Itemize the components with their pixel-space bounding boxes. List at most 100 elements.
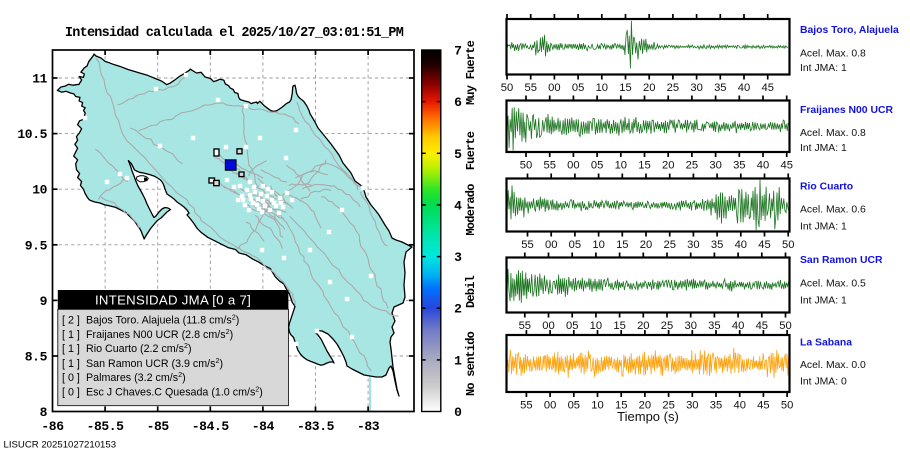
svg-text:[ 2 ]: [ 2 ] <box>62 315 80 327</box>
svg-text:Intensidad calculada el 2025/1: Intensidad calculada el 2025/10/27_03:01… <box>65 26 404 41</box>
svg-text:25: 25 <box>661 320 673 332</box>
svg-text:45: 45 <box>757 400 769 412</box>
svg-text:Debil: Debil <box>464 275 478 308</box>
svg-text:Acel. Max. 0.0: Acel. Max. 0.0 <box>800 360 866 371</box>
svg-text:25: 25 <box>667 82 679 94</box>
svg-text:15: 15 <box>613 320 625 332</box>
svg-text:50: 50 <box>782 239 794 251</box>
svg-text:Palmares (3.2 cm/s2): Palmares (3.2 cm/s2) <box>86 370 186 384</box>
svg-text:25: 25 <box>663 239 675 251</box>
svg-text:30: 30 <box>690 82 702 94</box>
svg-text:9.5: 9.5 <box>25 238 48 253</box>
svg-text:Acel. Max. 0.8: Acel. Max. 0.8 <box>800 49 866 60</box>
svg-text:55: 55 <box>519 320 531 332</box>
svg-text:[ 0 ]: [ 0 ] <box>62 387 80 399</box>
svg-text:10.5: 10.5 <box>17 127 47 142</box>
svg-text:No sentido: No sentido <box>464 331 478 396</box>
svg-text:45: 45 <box>756 320 768 332</box>
svg-text:Int JMA: 1: Int JMA: 1 <box>800 296 847 307</box>
svg-text:-85: -85 <box>147 419 170 434</box>
svg-text:Bajos Toro. Alajuela (11.8 cm/: Bajos Toro. Alajuela (11.8 cm/s2) <box>86 313 239 327</box>
svg-text:00: 00 <box>567 160 579 172</box>
svg-text:05: 05 <box>572 82 584 94</box>
svg-text:Rio Cuarto (2.2 cm/s2): Rio Cuarto (2.2 cm/s2) <box>86 341 192 355</box>
svg-text:6: 6 <box>454 95 462 110</box>
svg-text:8.5: 8.5 <box>25 350 48 365</box>
svg-text:9: 9 <box>40 294 48 309</box>
svg-text:30: 30 <box>687 239 699 251</box>
svg-text:30: 30 <box>684 320 696 332</box>
svg-text:35: 35 <box>710 400 722 412</box>
svg-text:Int JMA: 1: Int JMA: 1 <box>800 143 847 154</box>
svg-text:10: 10 <box>591 400 603 412</box>
svg-text:Muy Fuerte: Muy Fuerte <box>464 40 478 105</box>
svg-text:10: 10 <box>596 82 608 94</box>
svg-text:25: 25 <box>662 400 674 412</box>
svg-text:[ 1 ]: [ 1 ] <box>62 329 80 341</box>
svg-text:San Ramon UCR (3.9 cm/s2): San Ramon UCR (3.9 cm/s2) <box>86 356 223 370</box>
svg-text:Rio Cuarto: Rio Cuarto <box>800 182 853 193</box>
svg-text:LISUCR 20251027210153: LISUCR 20251027210153 <box>4 440 117 451</box>
svg-text:45: 45 <box>758 239 770 251</box>
svg-text:Tiempo (s): Tiempo (s) <box>617 409 679 424</box>
svg-text:2: 2 <box>454 302 462 317</box>
svg-text:35: 35 <box>708 320 720 332</box>
svg-text:10: 10 <box>592 239 604 251</box>
svg-text:40: 40 <box>735 239 747 251</box>
svg-text:La Sabana: La Sabana <box>800 338 852 349</box>
svg-text:[ 0 ]: [ 0 ] <box>62 372 80 384</box>
svg-text:15: 15 <box>615 400 627 412</box>
svg-text:45: 45 <box>780 160 792 172</box>
svg-text:40: 40 <box>733 400 745 412</box>
svg-text:40: 40 <box>732 320 744 332</box>
svg-text:INTENSIDAD JMA [0 a 7]: INTENSIDAD JMA [0 a 7] <box>95 293 251 308</box>
svg-text:20: 20 <box>662 160 674 172</box>
svg-text:15: 15 <box>616 239 628 251</box>
svg-text:50: 50 <box>501 82 513 94</box>
svg-text:50: 50 <box>520 160 532 172</box>
svg-text:11: 11 <box>32 72 47 87</box>
svg-text:05: 05 <box>569 239 581 251</box>
svg-text:Fuerte: Fuerte <box>464 131 478 170</box>
svg-text:20: 20 <box>640 239 652 251</box>
svg-text:Acel. Max. 0.5: Acel. Max. 0.5 <box>800 279 866 290</box>
svg-text:-86: -86 <box>41 419 64 434</box>
svg-text:10: 10 <box>615 160 627 172</box>
svg-text:San Ramon UCR: San Ramon UCR <box>800 255 883 266</box>
svg-text:55: 55 <box>520 400 532 412</box>
svg-text:10: 10 <box>32 183 47 198</box>
svg-text:0: 0 <box>454 405 462 420</box>
svg-text:-83.5: -83.5 <box>297 419 335 434</box>
svg-text:10: 10 <box>590 320 602 332</box>
svg-text:05: 05 <box>591 160 603 172</box>
svg-text:00: 00 <box>544 400 556 412</box>
svg-text:Int JMA: 1: Int JMA: 1 <box>800 63 847 74</box>
svg-text:-85.5: -85.5 <box>87 419 125 434</box>
svg-text:55: 55 <box>543 160 555 172</box>
svg-text:00: 00 <box>548 82 560 94</box>
svg-text:35: 35 <box>711 239 723 251</box>
svg-text:5: 5 <box>454 147 462 162</box>
svg-text:20: 20 <box>639 400 651 412</box>
svg-text:30: 30 <box>686 400 698 412</box>
svg-text:30: 30 <box>709 160 721 172</box>
svg-text:-84: -84 <box>252 419 275 434</box>
svg-text:4: 4 <box>454 198 462 213</box>
svg-text:20: 20 <box>637 320 649 332</box>
svg-text:05: 05 <box>566 320 578 332</box>
svg-text:[ 1 ]: [ 1 ] <box>62 343 80 355</box>
svg-text:00: 00 <box>542 320 554 332</box>
svg-text:55: 55 <box>524 82 536 94</box>
svg-text:25: 25 <box>686 160 698 172</box>
svg-text:50: 50 <box>781 400 793 412</box>
svg-text:35: 35 <box>714 82 726 94</box>
svg-text:-83: -83 <box>357 419 380 434</box>
svg-text:7: 7 <box>454 44 462 59</box>
svg-text:8: 8 <box>40 405 48 420</box>
svg-text:00: 00 <box>545 239 557 251</box>
svg-text:55: 55 <box>521 239 533 251</box>
svg-text:40: 40 <box>757 160 769 172</box>
svg-text:1: 1 <box>454 353 462 368</box>
svg-text:Moderado: Moderado <box>464 184 478 236</box>
svg-text:Int JMA: 0: Int JMA: 0 <box>800 377 847 388</box>
